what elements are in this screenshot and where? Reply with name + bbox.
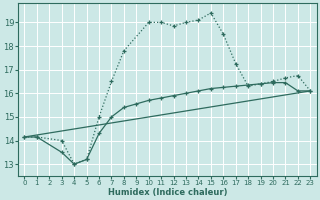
- X-axis label: Humidex (Indice chaleur): Humidex (Indice chaleur): [108, 188, 227, 197]
